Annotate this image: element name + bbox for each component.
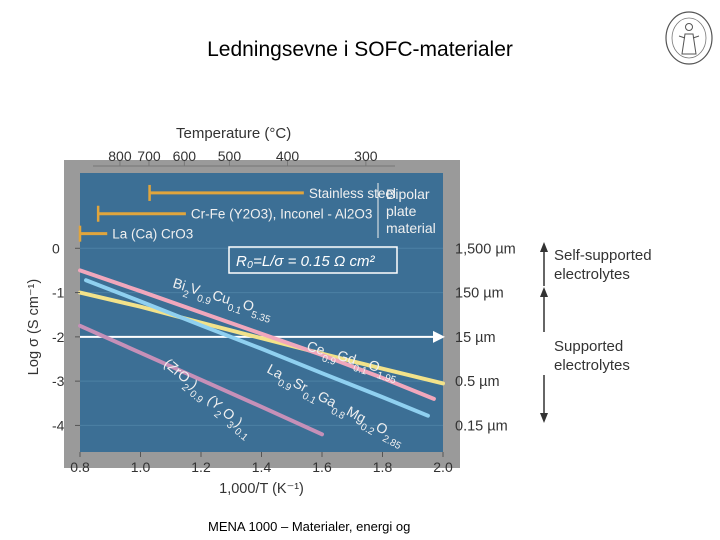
top-tick-label-2: 600: [173, 148, 197, 164]
series-2-point-6: [426, 414, 430, 418]
top-tick-label-4: 400: [276, 148, 300, 164]
series-0-point-6: [441, 381, 445, 385]
y-tick-label-1: -1: [52, 285, 65, 301]
supported-arrow-up-head: [540, 287, 548, 297]
series-1-point-5: [380, 376, 385, 380]
formula-box: [228, 246, 398, 274]
material-label-2: La (Ca) CrO3: [112, 227, 193, 242]
series-2-point-5: [380, 395, 385, 399]
series-2-point-4: [320, 371, 324, 375]
x-tick-label-0: 0.8: [70, 459, 90, 475]
series-1-point-4: [320, 353, 324, 357]
material-label-1: Cr-Fe (Y2O3), Inconel - Al2O3: [191, 207, 373, 222]
top-tick-label-5: 300: [354, 148, 378, 164]
series-1-point-0: [78, 268, 82, 273]
curve-label-bi: Bi2V0.9Cu0.1O5.35: [170, 275, 276, 326]
slide-title: Ledningsevne i SOFC-materialer: [207, 38, 513, 61]
x-axis-label: 1,000/T (K⁻¹): [219, 481, 304, 497]
x-tick-label-3: 1.4: [252, 459, 272, 475]
series-3-point-4: [320, 432, 324, 436]
top-tick-label-0: 800: [108, 148, 132, 164]
slide-footer: MENA 1000 – Materialer, energi og: [208, 519, 411, 534]
y-tick-label-4: -4: [52, 417, 65, 433]
x-tick-label-1: 1.0: [131, 459, 151, 475]
series-3-point-3: [259, 405, 264, 409]
y-tick-label-3: -3: [52, 373, 65, 389]
x-tick-label-6: 2.0: [433, 459, 453, 475]
y-axis-label: Log σ (S cm⁻¹): [26, 279, 42, 375]
self-supported-arrow-head: [540, 242, 548, 252]
supported-label: Supported electrolytes: [554, 338, 630, 374]
supported-arrow-down-head: [540, 413, 548, 423]
formula-label: R₀=L/σ = 0.15 Ω cm²: [236, 253, 375, 270]
thickness-label-0: 1,500 µm: [455, 241, 516, 257]
y-tick-label-2: -2: [52, 329, 65, 345]
bipolar-plate-label: Bipolar plate material: [386, 186, 436, 236]
series-2-point-3: [259, 347, 264, 351]
series-1-point-3: [259, 332, 264, 336]
series-0-point-3: [259, 336, 264, 340]
top-axis-title: Temperature (°C): [176, 125, 291, 142]
self-supported-label: Self-supported electrolytes: [554, 247, 652, 283]
x-tick-label-2: 1.2: [191, 459, 211, 475]
y-tick-label-0: 0: [52, 240, 60, 256]
series-2-point-1: [138, 299, 143, 304]
thickness-label-2: 15 µm: [455, 330, 496, 346]
thickness-label-3: 0.5 µm: [455, 374, 500, 390]
top-tick-label-1: 700: [137, 148, 161, 164]
threshold-arrow: [433, 330, 445, 343]
series-1-point-2: [199, 310, 203, 315]
university-seal-icon: [665, 11, 713, 65]
series-2-point-2: [199, 323, 203, 327]
thickness-label-1: 150 µm: [455, 286, 504, 302]
series-3-point-2: [199, 378, 203, 382]
x-tick-label-4: 1.6: [312, 459, 332, 475]
series-0-point-1: [138, 305, 143, 309]
series-1-point-6: [432, 397, 436, 401]
series-0-point-5: [380, 367, 385, 371]
series-1-point-1: [138, 289, 143, 293]
x-tick-label-5: 1.8: [373, 459, 393, 475]
thickness-label-4: 0.15 µm: [455, 418, 508, 434]
top-tick-label-3: 500: [218, 148, 242, 164]
series-2-point-0: [84, 278, 88, 282]
series-3-point-1: [138, 351, 143, 355]
material-label-0: Stainless steel: [309, 186, 396, 201]
series-3-point-0: [78, 324, 82, 328]
